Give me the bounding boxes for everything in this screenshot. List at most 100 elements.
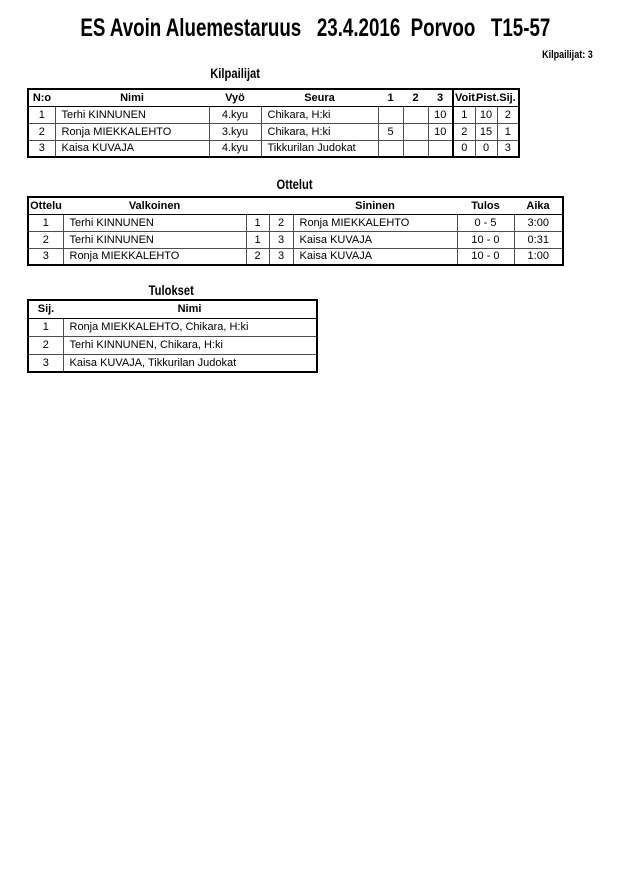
cell-round2 bbox=[402, 122, 429, 141]
cell-round1 bbox=[377, 139, 404, 158]
cell-round3: 10 bbox=[427, 122, 454, 141]
cell-vyo: 3.kyu bbox=[208, 122, 262, 141]
col-header-white-no bbox=[246, 197, 269, 215]
competitors-section-heading: Kilpailijat bbox=[210, 65, 260, 81]
cell-blue-no: 2 bbox=[268, 213, 294, 232]
col-header-sij: Sij. bbox=[28, 300, 63, 319]
matches-section-heading-row: Ottelut bbox=[27, 176, 562, 194]
cell-nimi: Ronja MIEKKALEHTO bbox=[54, 122, 210, 141]
cell-round1 bbox=[377, 105, 404, 124]
col-header-blue-no bbox=[269, 197, 293, 215]
cell-match-no: 2 bbox=[27, 230, 64, 249]
cell-sij: 3 bbox=[496, 139, 520, 158]
competitor-count-label: Kilpailijat: 3 bbox=[542, 49, 593, 61]
cell-pist: 15 bbox=[474, 122, 498, 141]
cell-voit: 1 bbox=[452, 105, 476, 124]
competitors-section-heading-row: Kilpailijat bbox=[0, 65, 470, 83]
cell-sij: 1 bbox=[27, 317, 64, 337]
cell-sij: 2 bbox=[496, 105, 520, 124]
table-row: 2 Terhi KINNUNEN, Chikara, H:ki bbox=[27, 335, 318, 355]
cell-tulos: 10 - 0 bbox=[456, 247, 515, 266]
cell-round3: 10 bbox=[427, 105, 454, 124]
col-header-valkoinen: Valkoinen bbox=[63, 197, 246, 215]
table-row: 1 Terhi KINNUNEN 1 2 Ronja MIEKKALEHTO 0… bbox=[27, 213, 564, 232]
col-header-vyo: Vyö bbox=[209, 89, 261, 107]
table-row: 2 Terhi KINNUNEN 1 3 Kaisa KUVAJA 10 - 0… bbox=[27, 230, 564, 249]
cell-white-name: Terhi KINNUNEN bbox=[62, 213, 247, 232]
cell-blue-no: 3 bbox=[268, 230, 294, 249]
table-row: 3 Kaisa KUVAJA 4.kyu Tikkurilan Judokat … bbox=[27, 139, 520, 158]
col-header-voit: Voit. bbox=[452, 89, 478, 107]
table-row: 1 Terhi KINNUNEN 4.kyu Chikara, H:ki 10 … bbox=[27, 105, 520, 124]
cell-nimi: Ronja MIEKKALEHTO, Chikara, H:ki bbox=[62, 317, 318, 337]
col-header-round3: 3 bbox=[428, 89, 453, 107]
cell-round2 bbox=[402, 105, 429, 124]
cell-aika: 1:00 bbox=[513, 247, 564, 266]
competitors-table: N:o Nimi Vyö Seura 1 2 3 Voit. Pist. Sij… bbox=[27, 88, 520, 158]
cell-seura: Chikara, H:ki bbox=[260, 122, 379, 141]
cell-match-no: 3 bbox=[27, 247, 64, 266]
col-header-ottelu: Ottelu bbox=[28, 197, 63, 215]
cell-vyo: 4.kyu bbox=[208, 105, 262, 124]
results-table: Sij. Nimi 1 Ronja MIEKKALEHTO, Chikara, … bbox=[27, 299, 318, 373]
cell-pist: 10 bbox=[474, 105, 498, 124]
col-header-nimi: Nimi bbox=[63, 300, 317, 319]
cell-voit: 2 bbox=[452, 122, 476, 141]
cell-vyo: 4.kyu bbox=[208, 139, 262, 158]
page-title: ES Avoin Aluemestaruus 23.4.2016 Porvoo … bbox=[80, 14, 550, 42]
col-header-tulos: Tulos bbox=[457, 197, 514, 215]
col-header-aika: Aika bbox=[514, 197, 563, 215]
cell-sij: 1 bbox=[496, 122, 520, 141]
col-header-no: N:o bbox=[28, 89, 55, 107]
matches-header-row: Ottelu Valkoinen Sininen Tulos Aika bbox=[28, 197, 563, 215]
col-header-seura: Seura bbox=[261, 89, 378, 107]
table-row: 3 Kaisa KUVAJA, Tikkurilan Judokat bbox=[27, 353, 318, 373]
cell-round1: 5 bbox=[377, 122, 404, 141]
cell-seura: Tikkurilan Judokat bbox=[260, 139, 379, 158]
matches-table: Ottelu Valkoinen Sininen Tulos Aika 1 Te… bbox=[27, 196, 564, 266]
table-row: 2 Ronja MIEKKALEHTO 3.kyu Chikara, H:ki … bbox=[27, 122, 520, 141]
matches-section-heading: Ottelut bbox=[276, 176, 313, 192]
col-header-pist: Pist. bbox=[475, 89, 499, 107]
cell-white-no: 1 bbox=[245, 230, 270, 249]
cell-sij: 2 bbox=[27, 335, 64, 355]
cell-white-name: Ronja MIEKKALEHTO bbox=[62, 247, 247, 266]
cell-blue-name: Ronja MIEKKALEHTO bbox=[292, 213, 458, 232]
cell-no: 3 bbox=[27, 139, 56, 158]
cell-round2 bbox=[402, 139, 429, 158]
cell-voit: 0 bbox=[452, 139, 476, 158]
results-section-heading-row: Tulokset bbox=[27, 282, 316, 300]
cell-blue-name: Kaisa KUVAJA bbox=[292, 230, 458, 249]
competitors-header-row: N:o Nimi Vyö Seura 1 2 3 Voit. Pist. Sij… bbox=[28, 89, 519, 107]
cell-blue-no: 3 bbox=[268, 247, 294, 266]
cell-nimi: Kaisa KUVAJA bbox=[54, 139, 210, 158]
cell-white-name: Terhi KINNUNEN bbox=[62, 230, 247, 249]
cell-nimi: Kaisa KUVAJA, Tikkurilan Judokat bbox=[62, 353, 318, 373]
table-row: 3 Ronja MIEKKALEHTO 2 3 Kaisa KUVAJA 10 … bbox=[27, 247, 564, 266]
cell-nimi: Terhi KINNUNEN bbox=[54, 105, 210, 124]
table-row: 1 Ronja MIEKKALEHTO, Chikara, H:ki bbox=[27, 317, 318, 337]
cell-tulos: 10 - 0 bbox=[456, 230, 515, 249]
results-header-row: Sij. Nimi bbox=[28, 300, 317, 319]
cell-no: 1 bbox=[27, 105, 56, 124]
cell-match-no: 1 bbox=[27, 213, 64, 232]
cell-pist: 0 bbox=[474, 139, 498, 158]
page-title-row: ES Avoin Aluemestaruus 23.4.2016 Porvoo … bbox=[0, 14, 630, 43]
results-section-heading: Tulokset bbox=[148, 282, 195, 298]
col-header-round1: 1 bbox=[378, 89, 403, 107]
cell-blue-name: Kaisa KUVAJA bbox=[292, 247, 458, 266]
cell-white-no: 1 bbox=[245, 213, 270, 232]
col-header-sij: Sij. bbox=[497, 89, 519, 107]
cell-nimi: Terhi KINNUNEN, Chikara, H:ki bbox=[62, 335, 318, 355]
cell-seura: Chikara, H:ki bbox=[260, 105, 379, 124]
cell-aika: 3:00 bbox=[513, 213, 564, 232]
cell-sij: 3 bbox=[27, 353, 64, 373]
cell-white-no: 2 bbox=[245, 247, 270, 266]
cell-no: 2 bbox=[27, 122, 56, 141]
cell-round3 bbox=[427, 139, 454, 158]
cell-aika: 0:31 bbox=[513, 230, 564, 249]
cell-tulos: 0 - 5 bbox=[456, 213, 515, 232]
col-header-sininen: Sininen bbox=[293, 197, 457, 215]
col-header-round2: 2 bbox=[403, 89, 428, 107]
